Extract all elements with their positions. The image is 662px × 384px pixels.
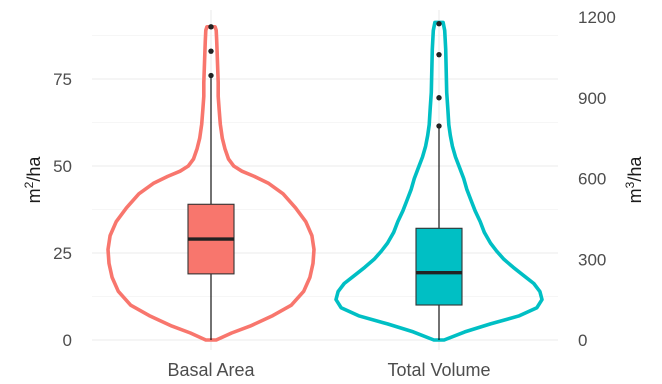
y-right-tick-label: 300 bbox=[578, 250, 606, 269]
y-right-tick-label: 900 bbox=[578, 89, 606, 108]
y-right-tick-label: 0 bbox=[578, 331, 587, 350]
violins bbox=[106, 20, 544, 342]
y-right-tick-label: 600 bbox=[578, 170, 606, 189]
boxplots bbox=[187, 21, 463, 340]
y-left-tick-label: 50 bbox=[53, 157, 72, 176]
y-left-axis-title: m2/ha bbox=[22, 156, 44, 204]
outlier-point bbox=[208, 24, 214, 30]
x-category-label: Total Volume bbox=[387, 360, 490, 380]
violin-outline bbox=[334, 20, 544, 342]
category-labels: Basal Area Total Volume bbox=[167, 360, 490, 380]
outlier-point bbox=[436, 21, 442, 27]
axis-titles: m2/ha m3/ha bbox=[22, 156, 645, 204]
y-left-tick-label: 0 bbox=[63, 331, 72, 350]
y-left-tick-label: 75 bbox=[53, 70, 72, 89]
y-right-tick-label: 1200 bbox=[578, 8, 616, 27]
tick-labels: 0 25 50 75 0 300 600 900 1200 bbox=[53, 8, 616, 350]
y-left-tick-label: 25 bbox=[53, 244, 72, 263]
violin-outline bbox=[106, 25, 316, 342]
outlier-point bbox=[436, 123, 442, 129]
outlier-point bbox=[208, 72, 214, 79]
outlier-point bbox=[436, 95, 442, 101]
x-category-label: Basal Area bbox=[167, 360, 255, 380]
outlier-point bbox=[436, 51, 442, 58]
box bbox=[415, 227, 463, 306]
outlier-point bbox=[208, 48, 214, 54]
y-right-axis-title: m3/ha bbox=[623, 156, 645, 204]
